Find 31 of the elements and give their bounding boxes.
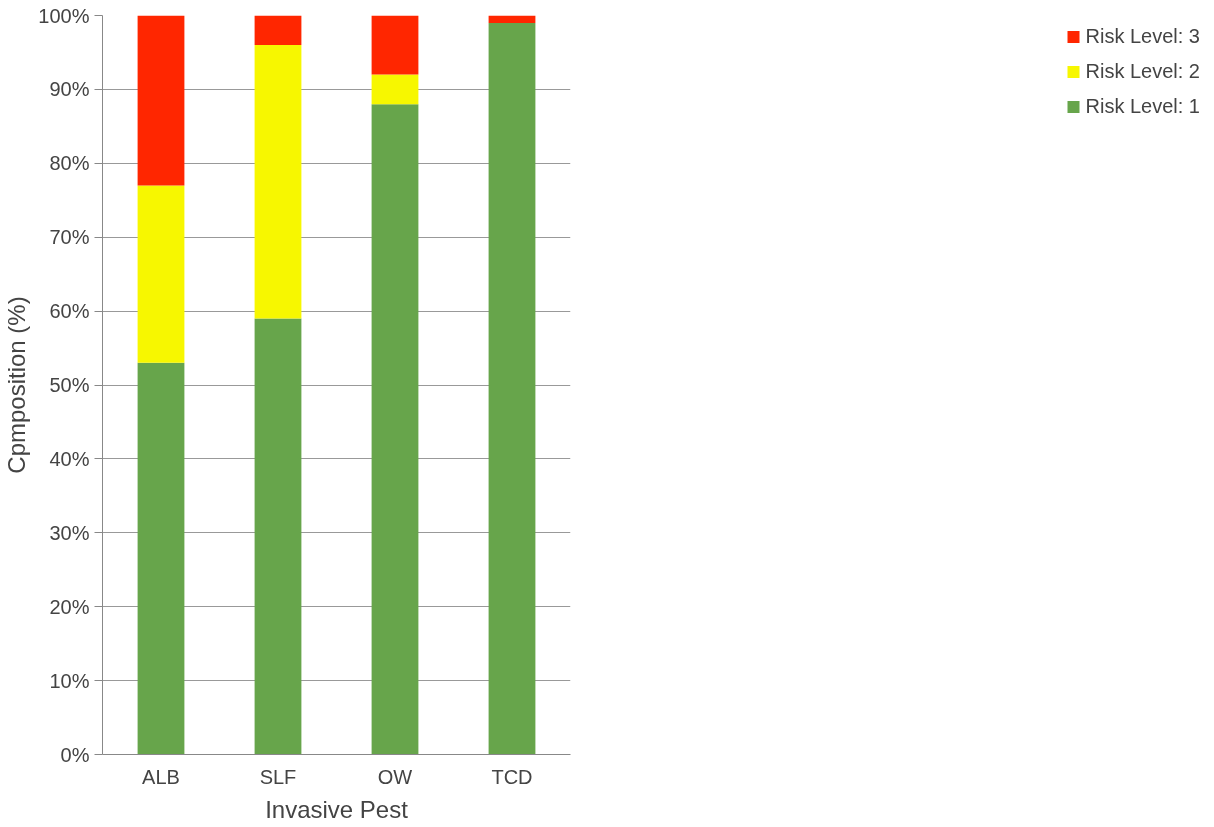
bar [254,318,302,755]
bar [254,15,302,46]
x-tick-label: TCD [491,765,533,788]
x-axis-title: Invasive Pest [265,795,409,823]
legend-label: Risk Level: 3 [1085,25,1200,48]
y-tick-label: 100% [38,4,90,27]
y-tick-label: 0% [60,743,90,766]
bar [254,45,302,319]
bar [137,185,185,363]
y-tick-label: 90% [49,78,90,101]
bar [488,22,536,755]
bar [488,15,536,23]
legend-label: Risk Level: 2 [1085,60,1200,83]
y-tick-label: 10% [49,669,90,692]
y-tick-label: 50% [49,374,90,396]
y-tick-label: 40% [49,447,90,470]
y-tick-label: 20% [49,595,90,618]
y-tick-label: 80% [49,152,90,175]
y-tick-label: 60% [49,300,90,323]
x-tick-label: SLF [259,765,297,788]
x-tick-label: OW [377,765,413,788]
bar [137,15,185,186]
bar [371,104,419,755]
y-tick-label: 70% [49,226,90,249]
y-tick-label: 30% [49,521,90,544]
bar [137,362,185,755]
x-tick-label: ALB [142,765,180,788]
bar [371,15,419,75]
bar [371,74,419,105]
legend-label: Risk Level: 1 [1085,95,1200,118]
y-axis-title: Cpmposition (%) [3,296,31,474]
